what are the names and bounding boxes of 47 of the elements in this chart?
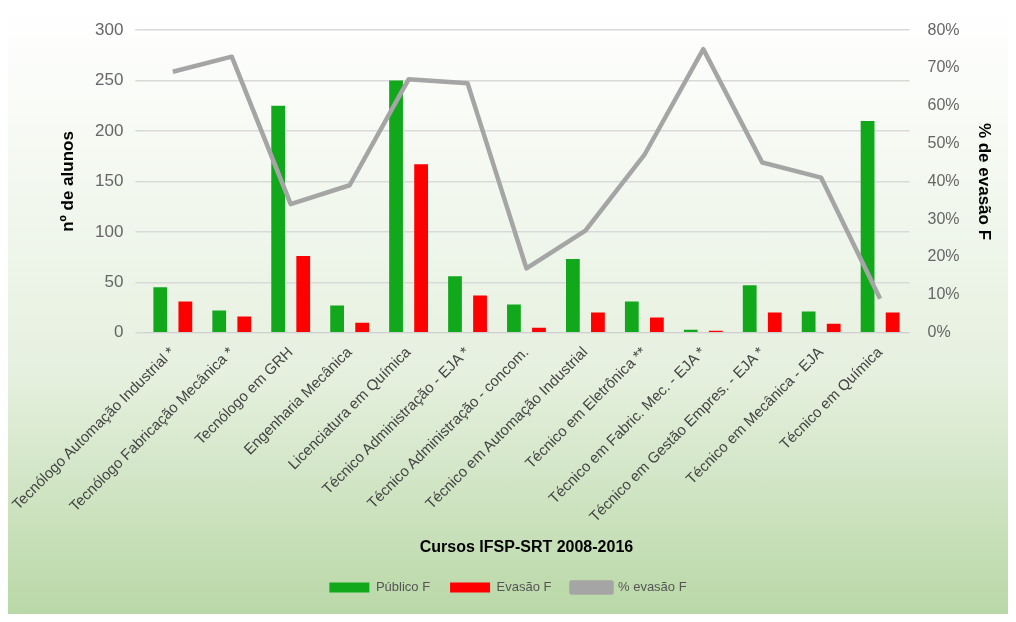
y2-tick-label: 40% (927, 171, 960, 189)
y-axis-title: nº de alunos (58, 131, 78, 232)
bar (565, 259, 580, 332)
y2-tick-label: 50% (927, 134, 960, 152)
bar (212, 310, 227, 332)
bar (826, 323, 841, 332)
legend-label: Evasão F (496, 579, 552, 595)
bar (448, 276, 462, 332)
bar (885, 312, 900, 332)
bar (271, 105, 286, 332)
bar (683, 329, 698, 332)
bar (767, 312, 782, 332)
bar (507, 304, 521, 332)
y2-tick-label: 20% (927, 247, 960, 265)
y2-tick-label: 0% (927, 323, 951, 341)
y-tick-label: 250 (94, 70, 124, 90)
bar (330, 305, 344, 332)
bar (649, 317, 664, 332)
bar (860, 120, 875, 332)
bar (591, 312, 605, 332)
bar (801, 311, 816, 332)
legend-label: % evasão F (617, 579, 687, 595)
y-tick-label: 50 (104, 271, 124, 291)
y-tick-label: 300 (94, 19, 124, 39)
y-tick-label: 200 (94, 120, 124, 140)
y2-tick-label: 60% (927, 96, 960, 114)
y-tick-label: 0 (113, 322, 124, 342)
y2-tick-label: 80% (927, 20, 960, 38)
bar (414, 164, 428, 332)
bar (178, 301, 193, 332)
bar (153, 287, 168, 332)
x-axis-title: Cursos IFSP-SRT 2008-2016 (419, 537, 634, 555)
y2-tick-label: 70% (927, 58, 960, 76)
bar (624, 301, 639, 332)
legend-label: Público F (375, 579, 431, 595)
bar (296, 256, 311, 332)
bar (389, 80, 403, 332)
bar (532, 327, 546, 332)
y2-tick-label: 10% (927, 285, 960, 303)
bar (473, 295, 487, 332)
bar (237, 316, 252, 332)
y2-tick-label: 30% (927, 209, 960, 227)
bar (742, 285, 757, 332)
y2-axis-title: % de evasão F (975, 122, 995, 241)
y-tick-label: 100 (94, 221, 124, 241)
y-tick-label: 150 (94, 171, 124, 191)
bar (355, 322, 370, 332)
